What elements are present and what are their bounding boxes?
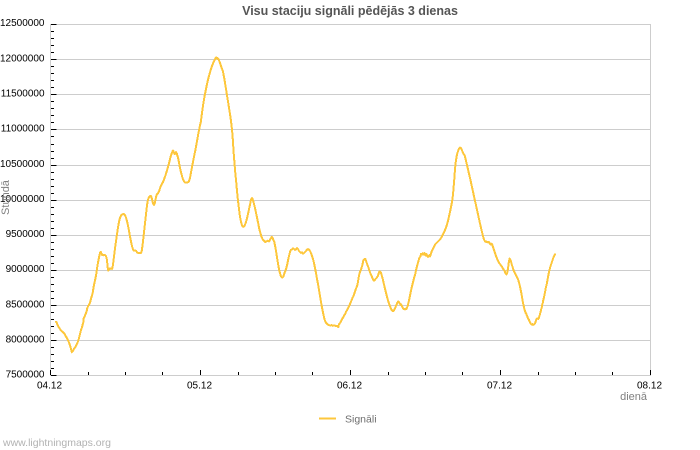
svg-text:07.12: 07.12: [487, 381, 512, 392]
svg-text:9000000: 9000000: [6, 264, 45, 275]
svg-text:12500000: 12500000: [0, 18, 45, 29]
svg-text:Signāli: Signāli: [345, 414, 377, 426]
svg-text:8500000: 8500000: [6, 299, 45, 310]
svg-text:7500000: 7500000: [6, 370, 45, 381]
svg-text:8000000: 8000000: [6, 335, 45, 346]
svg-text:www.lightningmaps.org: www.lightningmaps.org: [2, 437, 111, 449]
svg-text:12000000: 12000000: [0, 53, 45, 64]
svg-text:04.12: 04.12: [37, 381, 62, 392]
svg-text:10000000: 10000000: [0, 194, 45, 205]
svg-text:Visu staciju signāli pēdējās 3: Visu staciju signāli pēdējās 3 dienas: [242, 4, 458, 18]
svg-text:05.12: 05.12: [187, 381, 212, 392]
svg-text:10500000: 10500000: [0, 159, 45, 170]
svg-text:11000000: 11000000: [1, 124, 45, 135]
svg-text:08.12: 08.12: [637, 381, 662, 392]
svg-text:9500000: 9500000: [6, 229, 45, 240]
svg-text:11500000: 11500000: [1, 89, 45, 100]
svg-text:06.12: 06.12: [337, 381, 362, 392]
svg-text:dienā: dienā: [620, 391, 648, 403]
svg-text:Stundā: Stundā: [0, 179, 12, 215]
